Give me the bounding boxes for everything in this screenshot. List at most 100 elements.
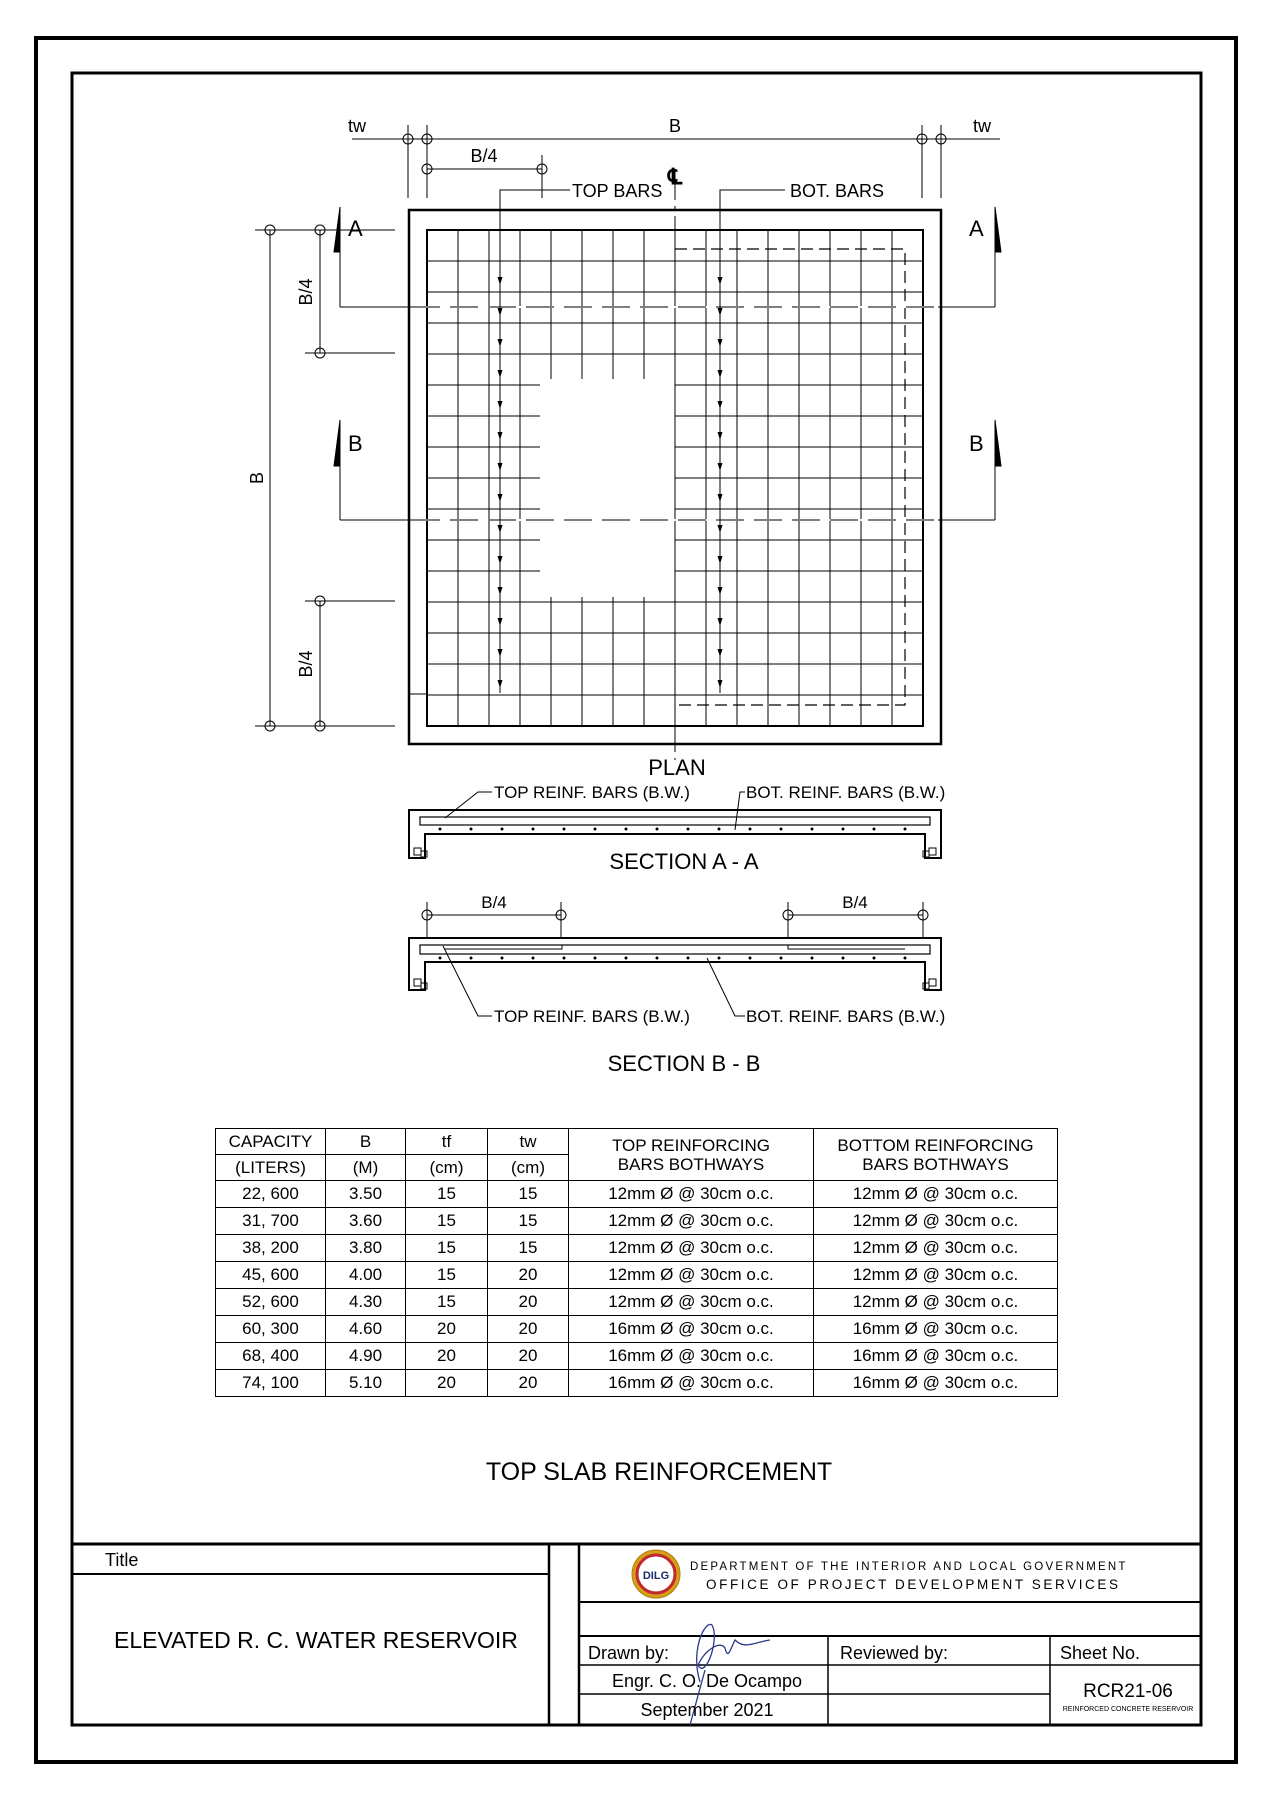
section-a-top-reinf-label: TOP REINF. BARS (B.W.) xyxy=(494,783,690,802)
section-b-bot-reinf-label: BOT. REINF. BARS (B.W.) xyxy=(746,1007,945,1026)
section-b-dim-left: B/4 xyxy=(481,893,507,912)
table-cell: 12mm Ø @ 30cm o.c. xyxy=(813,1180,1058,1208)
rebar-dot xyxy=(500,956,504,960)
rebar-dot xyxy=(903,956,907,960)
arrow-icon xyxy=(497,401,503,409)
table-cell: 74, 100 xyxy=(215,1369,326,1397)
arrow-icon xyxy=(497,277,503,285)
table-cell: 12mm Ø @ 30cm o.c. xyxy=(813,1261,1058,1289)
table-cell: 15 xyxy=(405,1180,488,1208)
table-cell: 15 xyxy=(487,1180,569,1208)
rebar-dot xyxy=(531,827,535,831)
column-header-unit: (cm) xyxy=(405,1154,488,1181)
arrow-icon xyxy=(717,618,723,626)
rebar-dot xyxy=(624,827,628,831)
drawing-title: TOP SLAB REINFORCEMENT xyxy=(486,1458,832,1486)
header-line: TOP REINFORCING xyxy=(611,1135,771,1155)
rebar-dot xyxy=(593,956,597,960)
signature xyxy=(689,1623,771,1726)
table-row: 60, 300 4.60 20 20 16mm Ø @ 30cm o.c. 16mm Ø … xyxy=(215,1315,1058,1343)
sheet-no-label: Sheet No. xyxy=(1060,1643,1140,1663)
column-header: BOTTOM REINFORCING BARS BOTHWAYS xyxy=(813,1128,1058,1181)
column-header: tf xyxy=(405,1128,488,1155)
section-a-left-label: A xyxy=(348,216,363,241)
column-header: TOP REINFORCING BARS BOTHWAYS xyxy=(568,1128,814,1181)
arrow-icon xyxy=(717,680,723,688)
table-cell: 16mm Ø @ 30cm o.c. xyxy=(813,1369,1058,1397)
drawn-by-label: Drawn by: xyxy=(588,1643,669,1663)
table-row: 22, 600 3.50 15 15 12mm Ø @ 30cm o.c. 12mm Ø … xyxy=(215,1180,1058,1208)
arrow-icon xyxy=(497,525,503,533)
bottom-bars-boundary xyxy=(675,248,906,706)
table-cell: 4.30 xyxy=(325,1288,406,1316)
table-cell: 60, 300 xyxy=(215,1315,326,1343)
rebar-dot xyxy=(841,956,845,960)
rebar-dot xyxy=(686,827,690,831)
arrow-icon xyxy=(497,587,503,595)
section-arrow-icon xyxy=(333,419,341,467)
arrow-icon xyxy=(497,308,503,316)
title-block: DILG xyxy=(70,1542,1203,1727)
table-cell: 16mm Ø @ 30cm o.c. xyxy=(813,1315,1058,1343)
table-cell: 20 xyxy=(487,1342,569,1370)
arrow-icon xyxy=(497,680,503,688)
arrow-icon xyxy=(717,525,723,533)
table-cell: 16mm Ø @ 30cm o.c. xyxy=(568,1369,814,1397)
table-row: 74, 100 5.10 20 20 16mm Ø @ 30cm o.c. 16mm Ø … xyxy=(215,1369,1058,1397)
arrow-icon xyxy=(497,649,503,657)
header-line: BARS BOTHWAYS xyxy=(862,1154,1009,1174)
table-cell: 12mm Ø @ 30cm o.c. xyxy=(568,1207,814,1235)
table-cell: 38, 200 xyxy=(215,1234,326,1262)
dim-b4-left-bottom: B/4 xyxy=(296,650,316,677)
rebar-dot xyxy=(717,956,721,960)
table-row: 45, 600 4.00 15 20 12mm Ø @ 30cm o.c. 12mm Ø … xyxy=(215,1261,1058,1289)
table-cell: 4.00 xyxy=(325,1261,406,1289)
table-cell: 20 xyxy=(487,1288,569,1316)
column-header: B xyxy=(325,1128,406,1155)
arrow-icon xyxy=(717,277,723,285)
table-cell: 45, 600 xyxy=(215,1261,326,1289)
rebar-dot xyxy=(748,956,752,960)
table-cell: 20 xyxy=(487,1315,569,1343)
agency-line-2: OFFICE OF PROJECT DEVELOPMENT SERVICES xyxy=(706,1577,1121,1592)
section-a-label: SECTION A - A xyxy=(609,849,758,874)
rebar-dot xyxy=(779,956,783,960)
table-cell: 12mm Ø @ 30cm o.c. xyxy=(813,1234,1058,1262)
section-b-b xyxy=(408,902,942,1017)
table-header-row: (LITERS) (M) (cm) (cm) xyxy=(215,1154,1058,1181)
drawn-date: September 2021 xyxy=(640,1700,773,1720)
rebar-dot xyxy=(562,956,566,960)
table-cell: 20 xyxy=(487,1369,569,1397)
column-header-unit: (cm) xyxy=(487,1154,569,1181)
table-cell: 15 xyxy=(405,1234,488,1262)
top-bars-label: TOP BARS xyxy=(572,181,662,201)
table-cell: 20 xyxy=(405,1369,488,1397)
rebar-dot xyxy=(872,827,876,831)
arrow-icon xyxy=(717,370,723,378)
rebar-dot xyxy=(810,827,814,831)
title-label: Title xyxy=(105,1550,138,1570)
section-b-right-label: B xyxy=(969,431,984,456)
rebar-dot xyxy=(438,827,442,831)
table-row: 52, 600 4.30 15 20 12mm Ø @ 30cm o.c. 12mm Ø … xyxy=(215,1288,1058,1316)
table-cell: 20 xyxy=(405,1315,488,1343)
section-b-top-reinf-label: TOP REINF. BARS (B.W.) xyxy=(494,1007,690,1026)
table-cell: 15 xyxy=(405,1207,488,1235)
table-cell: 16mm Ø @ 30cm o.c. xyxy=(568,1315,814,1343)
drawn-by-name: Engr. C. O. De Ocampo xyxy=(612,1671,802,1691)
arrow-icon xyxy=(717,587,723,595)
arrow-icon xyxy=(717,463,723,471)
rebar-dot xyxy=(903,827,907,831)
table-cell: 12mm Ø @ 30cm o.c. xyxy=(568,1261,814,1289)
table-cell: 20 xyxy=(487,1261,569,1289)
table-row: 68, 400 4.90 20 20 16mm Ø @ 30cm o.c. 16mm Ø … xyxy=(215,1342,1058,1370)
table-cell: 15 xyxy=(487,1234,569,1262)
arrow-icon xyxy=(717,649,723,657)
section-a-cut-line xyxy=(339,232,996,308)
rebar-dot xyxy=(531,956,535,960)
table-cell: 31, 700 xyxy=(215,1207,326,1235)
arrow-icon xyxy=(717,401,723,409)
arrow-icon xyxy=(717,556,723,564)
